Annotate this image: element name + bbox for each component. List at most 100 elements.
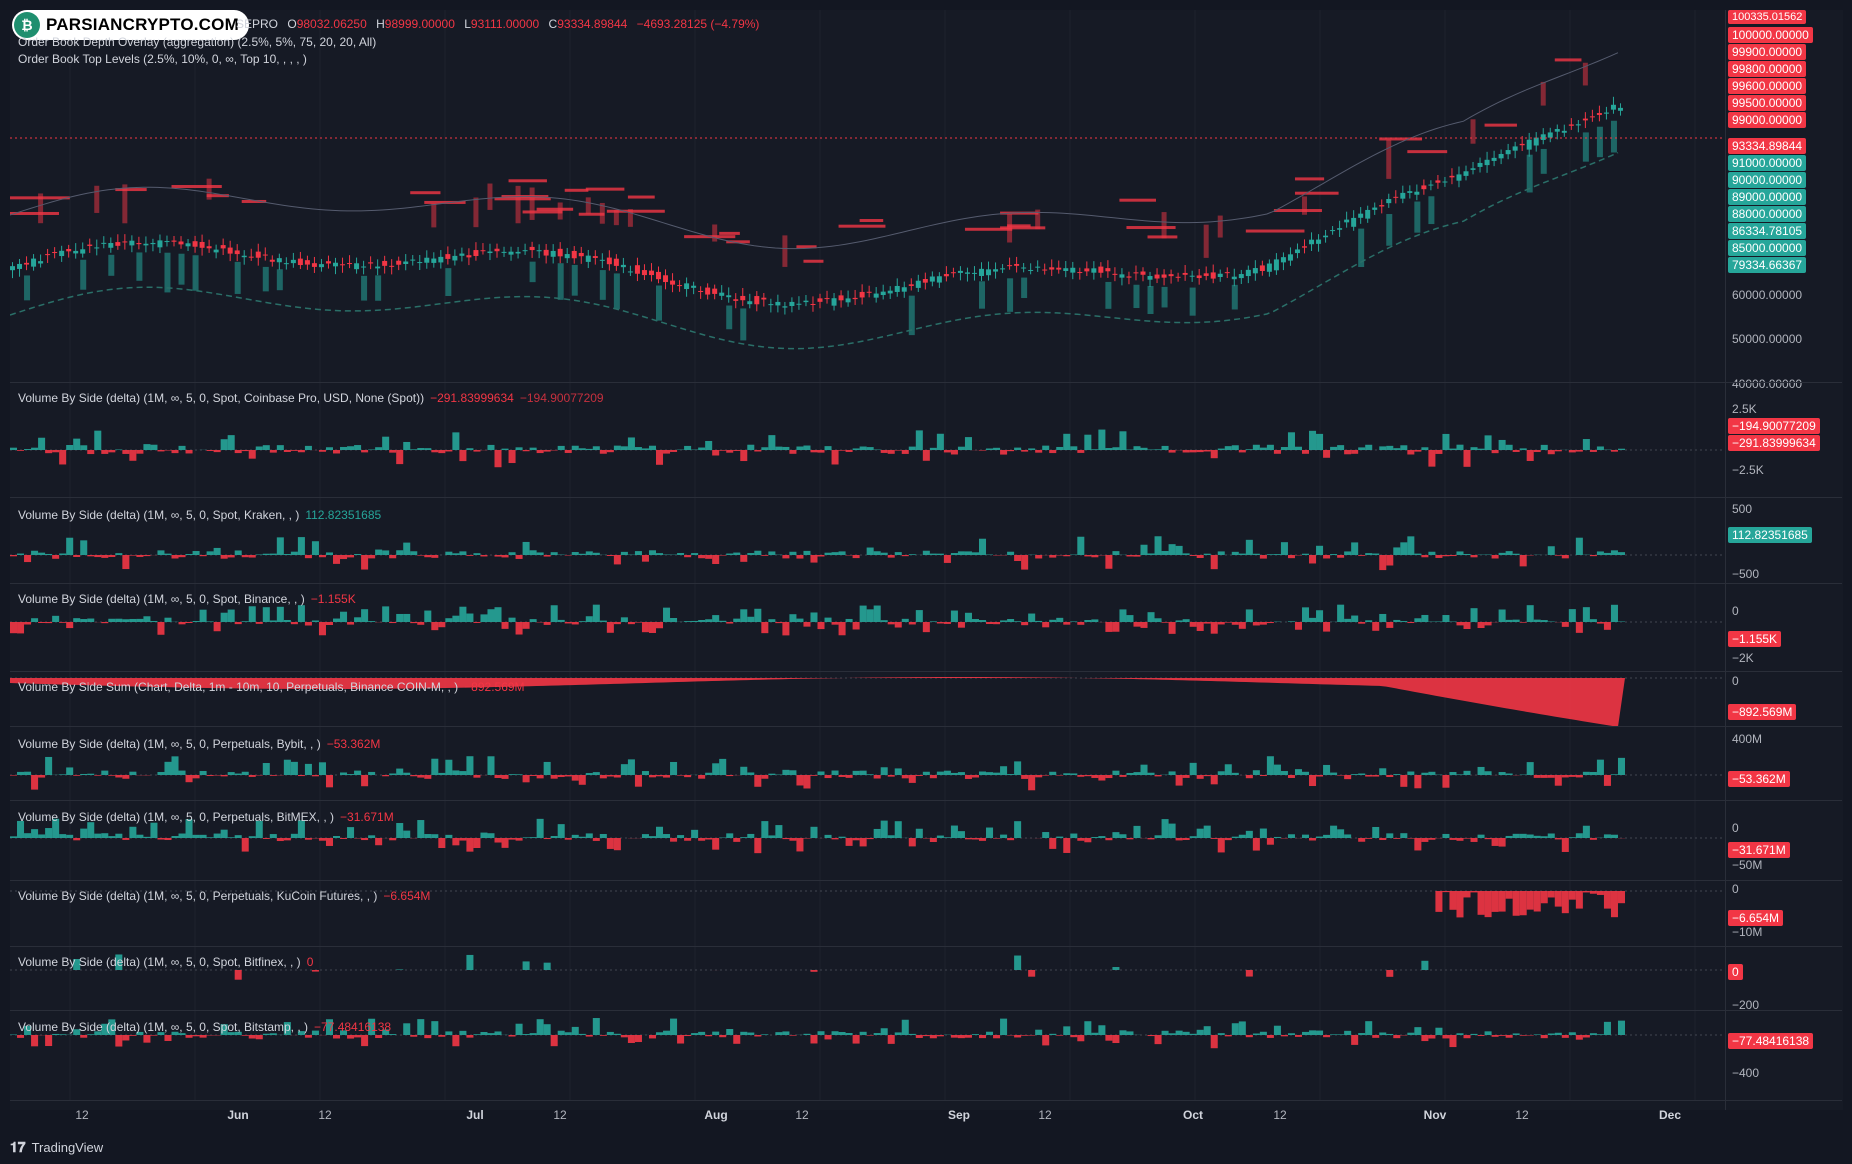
delta-bar (1294, 769, 1302, 775)
pane-divider[interactable] (10, 880, 1842, 881)
price-scale[interactable]: 100335.01562 100000.00000 99900.00000 99… (1725, 10, 1843, 1110)
delta-bar (1498, 838, 1506, 847)
delta-bar (1231, 772, 1239, 775)
delta-bar (1028, 448, 1036, 450)
delta-bar (87, 773, 95, 775)
delta-bar (1224, 446, 1232, 450)
delta-bar (115, 833, 123, 838)
delta-bar (375, 1035, 383, 1039)
delta-bar (354, 1035, 362, 1038)
pane-divider[interactable] (10, 1010, 1842, 1011)
pane-divider[interactable] (10, 726, 1842, 727)
time-label: 12 (75, 1108, 89, 1122)
delta-bar (691, 829, 699, 838)
delta-bar (1014, 555, 1022, 561)
delta-bar (782, 1031, 790, 1035)
candle-body (1021, 267, 1027, 269)
depth-bar-bid (571, 264, 578, 296)
tradingview-logo-icon[interactable]: 𝟏𝟕 (10, 1138, 26, 1155)
candle-body (269, 259, 275, 262)
candle-body (1049, 267, 1055, 270)
delta-bar (501, 622, 509, 629)
delta-bar (1547, 775, 1555, 778)
delta-bar (656, 775, 664, 777)
candle-body (1000, 268, 1006, 270)
delta-bar (1344, 775, 1352, 780)
delta-bar (684, 1035, 692, 1037)
order-level-line (1379, 137, 1423, 141)
delta-bar (1400, 775, 1408, 787)
delta-bar (1484, 435, 1492, 450)
pane-divider[interactable] (10, 497, 1842, 498)
candle-body (1407, 191, 1413, 193)
delta-bar (1568, 450, 1576, 453)
delta-bar (634, 551, 642, 555)
delta-bar (1259, 775, 1267, 777)
delta-bar (178, 445, 186, 450)
delta-bar (789, 614, 797, 622)
delta-bar (1252, 622, 1260, 626)
pane-legend-binance-coinm[interactable]: Volume By Side Sum (Chart, Delta, 1m - 1… (18, 680, 525, 694)
delta-bar (262, 1033, 270, 1035)
delta-bar (1456, 1033, 1464, 1035)
delta-bar (1021, 450, 1029, 452)
delta-bar (613, 445, 621, 450)
delta-bar (59, 622, 67, 623)
delta-bar (1098, 836, 1106, 838)
depth-bar-ask (473, 197, 479, 228)
pane-legend-coinbase[interactable]: Volume By Side (delta) (1M, ∞, 5, 0, Spo… (18, 391, 604, 405)
delta-bar (1344, 834, 1352, 838)
pane-divider[interactable] (10, 583, 1842, 584)
indicator-legend-depth[interactable]: Order Book Depth Overlay (aggregation) (… (18, 35, 377, 49)
price-label: 40000.00000 (1732, 377, 1803, 391)
delta-bar (1421, 960, 1429, 970)
delta-bar (964, 437, 972, 450)
delta-bar (1365, 444, 1373, 450)
delta-bar (1084, 838, 1092, 843)
delta-bar (1603, 622, 1611, 630)
delta-bar (1105, 775, 1113, 779)
chart-area[interactable] (10, 10, 1725, 1110)
time-label-month: Jun (227, 1108, 249, 1122)
delta-bar (1351, 450, 1359, 454)
delta-bar (1302, 607, 1310, 622)
candle-body (59, 250, 65, 257)
candle-body (87, 244, 93, 246)
delta-bar (1582, 1035, 1590, 1038)
time-axis-divider (10, 1100, 1842, 1101)
delta-bar (1372, 826, 1380, 838)
tradingview-brand[interactable]: TradingView (31, 1139, 104, 1155)
delta-bar (38, 834, 46, 838)
delta-bar (641, 834, 649, 838)
delta-bar (31, 1035, 39, 1047)
pane-legend-bitstamp[interactable]: Volume By Side (delta) (1M, ∞, 5, 0, Spo… (18, 1020, 392, 1034)
candle-body (494, 248, 500, 252)
delta-bar (192, 1035, 200, 1037)
pane-legend-binance[interactable]: Volume By Side (delta) (1M, ∞, 5, 0, Spo… (18, 592, 356, 606)
pane-legend-kucoin[interactable]: Volume By Side (delta) (1M, ∞, 5, 0, Per… (18, 889, 431, 903)
delta-bar (1035, 450, 1043, 453)
pane-divider[interactable] (10, 382, 1842, 383)
pane-legend-bitfinex[interactable]: Volume By Side (delta) (1M, ∞, 5, 0, Spo… (18, 955, 314, 969)
time-axis[interactable]: 12 Jun 12 Jul 12 Aug 12 Sep 12 Oct 12 No… (10, 1100, 1725, 1130)
main-price-chart[interactable] (10, 10, 1725, 1110)
pane-legend-bybit[interactable]: Volume By Side (delta) (1M, ∞, 5, 0, Per… (18, 737, 381, 751)
delta-bar (361, 609, 369, 622)
delta-bar (880, 620, 888, 622)
delta-bar (269, 553, 277, 555)
delta-bar (986, 1031, 994, 1035)
delta-bar (747, 1032, 755, 1035)
delta-bar (1070, 446, 1078, 450)
delta-bar (1554, 555, 1562, 556)
delta-bar (1456, 891, 1464, 918)
binance-tag: −1.155K (1728, 631, 1782, 647)
delta-bar (1505, 444, 1513, 450)
indicator-legend-top-levels[interactable]: Order Book Top Levels (2.5%, 10%, 0, ∞, … (18, 52, 307, 66)
pane-divider[interactable] (10, 671, 1842, 672)
delta-bar (1484, 771, 1492, 775)
pane-legend-kraken[interactable]: Volume By Side (delta) (1M, ∞, 5, 0, Spo… (18, 508, 382, 522)
pane-divider[interactable] (10, 946, 1842, 947)
pane-legend-bitmex[interactable]: Volume By Side (delta) (1M, ∞, 5, 0, Per… (18, 810, 394, 824)
pane-divider[interactable] (10, 800, 1842, 801)
delta-bar (389, 838, 397, 841)
